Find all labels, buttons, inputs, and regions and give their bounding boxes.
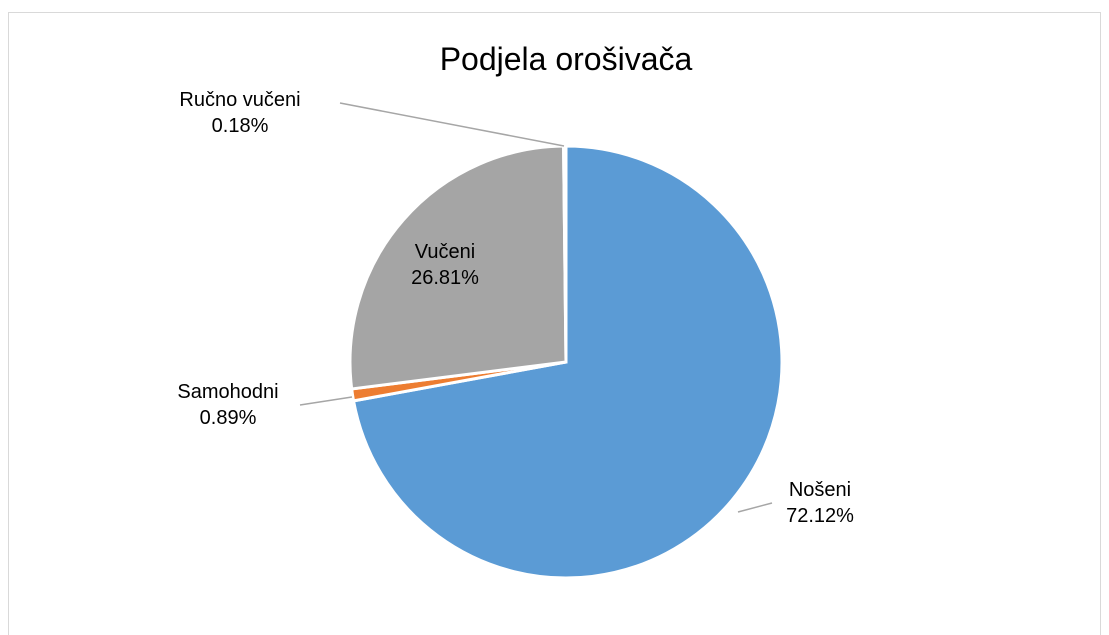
- leader-line: [737, 502, 773, 513]
- data-label: Nošeni 72.12%: [786, 479, 854, 527]
- leader-line: [299, 396, 353, 406]
- data-label-name: Samohodni: [177, 381, 278, 403]
- data-label-value: 0.18%: [212, 115, 269, 137]
- pie-slice: [351, 144, 784, 580]
- data-label-name: Vučeni: [415, 241, 475, 263]
- data-label: Samohodni 0.89%: [177, 381, 278, 429]
- data-label-name: Ručno vučeni: [179, 89, 300, 111]
- data-label: Vučeni 26.81%: [411, 241, 479, 289]
- data-label-value: 26.81%: [411, 267, 479, 289]
- data-label: Ručno vučeni 0.18%: [179, 89, 300, 137]
- data-label-value: 72.12%: [786, 505, 854, 527]
- chart-title: Podjela orošivača: [440, 41, 693, 77]
- pie-slice: [348, 144, 568, 391]
- data-label-value: 0.89%: [200, 407, 257, 429]
- leader-line: [339, 102, 565, 147]
- data-label-name: Nošeni: [789, 479, 851, 501]
